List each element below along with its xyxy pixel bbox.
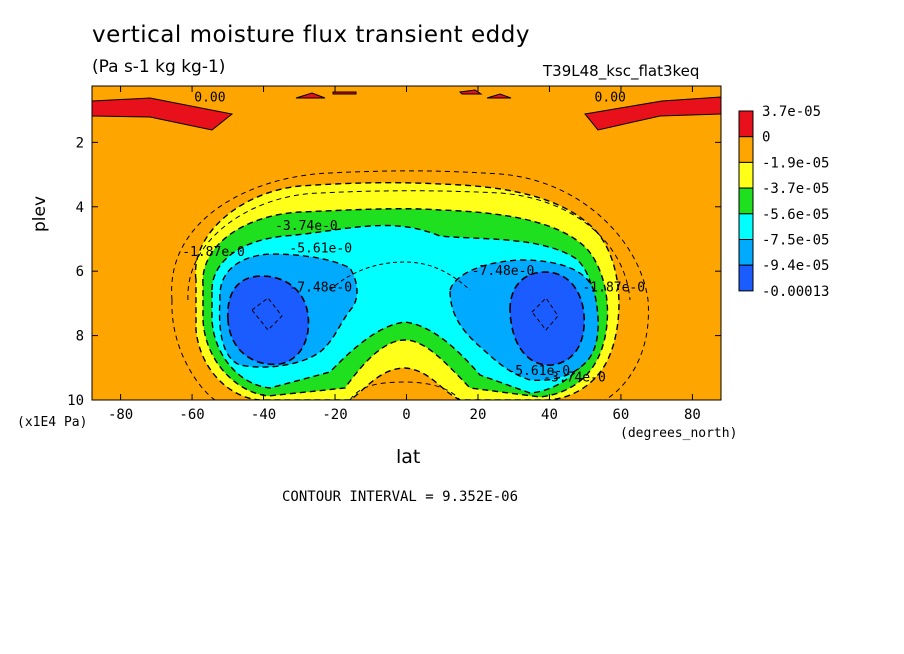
contour-label: -3.74e-0 <box>543 370 606 385</box>
legend-label: -9.4e-05 <box>762 258 829 274</box>
x-tick-label: 40 <box>541 407 558 423</box>
legend-swatch <box>738 136 754 163</box>
legend-swatch <box>738 264 754 292</box>
chart-units: (Pa s-1 kg kg-1) <box>92 57 226 77</box>
x-tick-label: -60 <box>179 407 204 423</box>
legend-label: -3.7e-05 <box>762 181 829 197</box>
legend-label: -5.6e-05 <box>762 207 829 223</box>
contour-label: -7.48e-0 <box>289 280 352 295</box>
x-tick-label: 80 <box>684 407 701 423</box>
fill-level-darkblue-right <box>509 271 585 366</box>
legend-label: 0 <box>762 130 770 146</box>
y-axis-units: (x1E4 Pa) <box>17 415 88 430</box>
y-tick-label: 4 <box>76 200 84 216</box>
legend-swatch <box>738 110 754 138</box>
chart-title: vertical moisture flux transient eddy <box>92 22 530 48</box>
contour-fills <box>92 86 721 400</box>
contour-label: -3.74e-0 <box>275 219 338 234</box>
contour-outer-2 <box>187 190 631 301</box>
x-axis: -80 -60 -40 -20 0 20 40 60 80 <box>108 86 701 423</box>
fill-positive-small-3 <box>458 89 483 95</box>
legend-swatch <box>738 187 754 215</box>
y-tick-label: 10 <box>67 393 84 409</box>
contour-interval: CONTOUR INTERVAL = 9.352E-06 <box>282 489 519 505</box>
contour-label: -5.61e-0 <box>289 242 352 257</box>
x-axis-label: lat <box>396 446 421 468</box>
x-tick-label: 60 <box>613 407 630 423</box>
fill-positive-small-4 <box>486 93 512 99</box>
fill-positive-small-1 <box>295 92 326 99</box>
x-tick-label: 0 <box>402 407 410 423</box>
y-tick-label: 2 <box>76 135 84 151</box>
contour-label: 0.00 <box>595 90 626 105</box>
x-tick-label: -40 <box>251 407 276 423</box>
y-tick-label: 8 <box>76 329 84 345</box>
x-tick-label: -80 <box>108 407 133 423</box>
legend-label: -7.5e-05 <box>762 233 829 249</box>
legend-label: -1.9e-05 <box>762 155 829 171</box>
contour-label: 0.00 <box>194 90 225 105</box>
fill-level-darkblue-left <box>227 275 310 366</box>
legend-swatch <box>738 213 754 241</box>
color-legend: 3.7e-05 0 -1.9e-05 -3.7e-05 -5.6e-05 -7.5e-05… <box>738 104 829 300</box>
fill-positive-right <box>584 96 721 131</box>
legend-label: -0.00013 <box>762 284 829 300</box>
x-axis-units: (degrees_north) <box>620 426 738 441</box>
legend-swatch <box>738 239 754 266</box>
contour-label: -1.87e-0 <box>182 245 245 260</box>
legend-swatch <box>738 161 754 189</box>
fill-positive-small-2 <box>332 91 357 95</box>
fill-positive-left <box>92 97 234 131</box>
contour-min-left <box>251 297 283 331</box>
x-tick-label: 20 <box>470 407 487 423</box>
contour-outer-left-bottom <box>171 299 216 400</box>
contour-labels: 0.00 0.00-3.74e-0-5.61e-0-1.87e-0-7.48e-0… <box>182 90 645 385</box>
x-tick-label: -20 <box>322 407 347 423</box>
contour-label: -7.48e-0 <box>472 264 535 279</box>
legend-label: 3.7e-05 <box>762 104 821 120</box>
contour-outer <box>171 170 649 400</box>
y-axis: 2 4 6 8 10 <box>67 135 721 409</box>
contour-label: -5.61e-0 <box>507 364 570 379</box>
run-label: T39L48_ksc_flat3keq <box>543 62 700 80</box>
contour-inner-mid <box>329 261 471 291</box>
contour-label: -1.87e-0 <box>582 280 645 295</box>
y-tick-label: 6 <box>76 264 84 280</box>
